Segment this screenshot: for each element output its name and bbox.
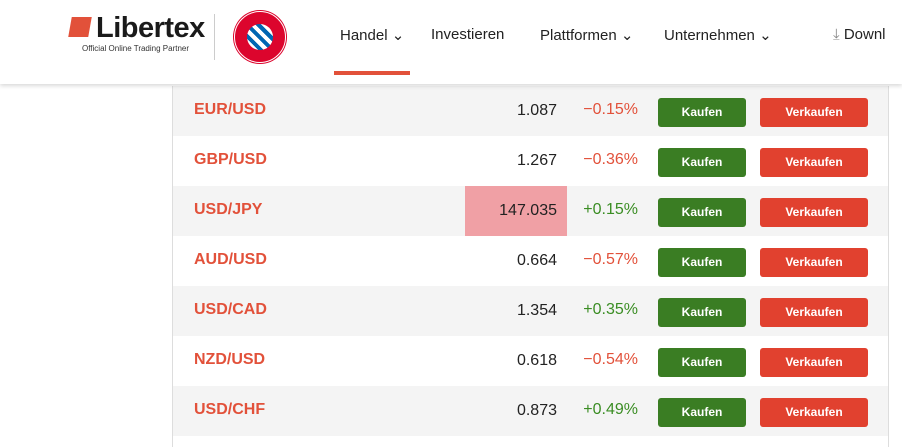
nav-label: Investieren	[431, 26, 505, 43]
change-percent: +0.35%	[583, 301, 638, 318]
nav-label: Handel	[340, 27, 388, 44]
site-header: Libertex Official Online Trading Partner…	[0, 0, 902, 84]
table-row: USD/JPY 147.035 +0.15% Kaufen Verkaufen	[173, 186, 888, 236]
logo-text: Libertex	[96, 12, 205, 44]
instrument-name[interactable]: EUR/USD	[194, 101, 267, 118]
instrument-name[interactable]: GBP/USD	[194, 151, 267, 168]
price: 0.618	[516, 352, 557, 369]
libertex-mark-icon	[68, 17, 92, 37]
buy-button[interactable]: Kaufen	[658, 198, 746, 227]
table-row: USD/CHF 0.873 +0.49% Kaufen Verkaufen	[173, 386, 888, 436]
nav-label: Downl	[843, 26, 886, 43]
sell-button[interactable]: Verkaufen	[760, 348, 868, 377]
change-percent: +0.15%	[583, 201, 638, 218]
table-row: GBP/USD 1.267 −0.36% Kaufen Verkaufen	[173, 136, 888, 186]
sell-button[interactable]: Verkaufen	[760, 248, 868, 277]
buy-button[interactable]: Kaufen	[658, 148, 746, 177]
nav-label: Plattformen	[540, 27, 617, 44]
instrument-name[interactable]: USD/CHF	[194, 401, 266, 418]
instrument-name[interactable]: AUD/USD	[194, 251, 267, 268]
change-percent: −0.36%	[583, 151, 638, 168]
price: 1.087	[516, 102, 557, 119]
table-row: NZD/USD 0.618 −0.54% Kaufen Verkaufen	[173, 336, 888, 386]
sell-button[interactable]: Verkaufen	[760, 298, 868, 327]
sell-button[interactable]: Verkaufen	[760, 198, 868, 227]
buy-button[interactable]: Kaufen	[658, 398, 746, 427]
chevron-down-icon: ⌄	[620, 27, 634, 44]
price: 0.873	[516, 402, 557, 419]
nav-unternehmen[interactable]: Unternehmen ⌄	[664, 26, 772, 44]
sell-button[interactable]: Verkaufen	[760, 98, 868, 127]
chevron-down-icon: ⌄	[759, 27, 772, 44]
fc-bayern-logo	[234, 11, 286, 63]
table-row: USD/CAD 1.354 +0.35% Kaufen Verkaufen	[173, 286, 888, 336]
price: 0.664	[516, 252, 557, 269]
table-row: AUD/USD 0.664 −0.57% Kaufen Verkaufen	[173, 236, 888, 286]
quotes-table: EUR/USD 1.087 −0.15% Kaufen Verkaufen GBP…	[172, 86, 889, 447]
chevron-down-icon: ⌄	[391, 27, 405, 44]
nav-label: Unternehmen	[664, 27, 755, 44]
logo-tagline: Official Online Trading Partner	[82, 44, 190, 53]
download-icon: ⤓	[833, 26, 840, 43]
price: 1.267	[516, 152, 557, 169]
price: 1.354	[516, 302, 557, 319]
change-percent: +0.49%	[583, 401, 638, 418]
change-percent: −0.57%	[583, 251, 638, 268]
instrument-name[interactable]: USD/JPY	[194, 201, 263, 218]
active-nav-underline	[334, 71, 410, 75]
nav-download[interactable]: ⤓ Downl	[833, 26, 886, 43]
buy-button[interactable]: Kaufen	[658, 348, 746, 377]
logo-divider	[214, 14, 215, 60]
change-percent: −0.15%	[583, 101, 638, 118]
table-row: EUR/USD 1.087 −0.15% Kaufen Verkaufen	[173, 86, 888, 136]
nav-handel[interactable]: Handel ⌄	[340, 26, 404, 44]
buy-button[interactable]: Kaufen	[658, 298, 746, 327]
buy-button[interactable]: Kaufen	[658, 248, 746, 277]
change-percent: −0.54%	[583, 351, 638, 368]
sell-button[interactable]: Verkaufen	[760, 398, 868, 427]
nav-plattformen[interactable]: Plattformen ⌄	[540, 26, 633, 44]
nav-investieren[interactable]: Investieren	[431, 26, 504, 43]
sell-button[interactable]: Verkaufen	[760, 148, 868, 177]
instrument-name[interactable]: NZD/USD	[194, 351, 266, 368]
price: 147.035	[465, 186, 567, 236]
instrument-name[interactable]: USD/CAD	[194, 301, 267, 318]
buy-button[interactable]: Kaufen	[658, 98, 746, 127]
